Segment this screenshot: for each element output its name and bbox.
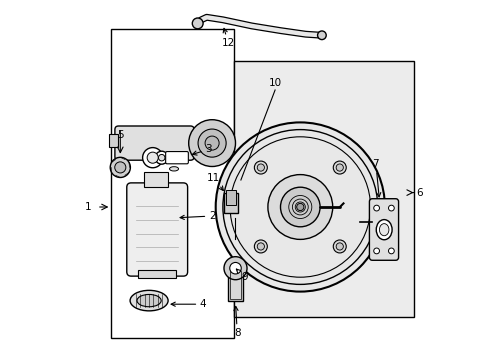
Circle shape xyxy=(192,18,203,29)
Circle shape xyxy=(335,164,343,171)
FancyBboxPatch shape xyxy=(115,126,194,160)
Ellipse shape xyxy=(375,220,391,240)
Text: 11: 11 xyxy=(207,173,223,190)
Text: 9: 9 xyxy=(236,269,247,282)
Text: 8: 8 xyxy=(233,306,240,338)
Ellipse shape xyxy=(137,294,161,307)
Text: 5: 5 xyxy=(117,130,123,140)
Circle shape xyxy=(373,248,379,254)
Circle shape xyxy=(296,203,303,211)
Circle shape xyxy=(158,154,164,161)
Circle shape xyxy=(142,148,163,168)
Text: 6: 6 xyxy=(415,188,422,198)
Text: 4: 4 xyxy=(171,299,206,309)
Ellipse shape xyxy=(379,224,388,236)
Circle shape xyxy=(387,205,393,211)
Circle shape xyxy=(147,152,158,163)
Circle shape xyxy=(155,151,168,164)
FancyBboxPatch shape xyxy=(165,152,188,164)
FancyBboxPatch shape xyxy=(368,199,398,260)
Circle shape xyxy=(254,161,267,174)
Text: 12: 12 xyxy=(221,28,234,48)
Circle shape xyxy=(373,205,379,211)
Text: 1: 1 xyxy=(84,202,91,212)
Bar xyxy=(224,193,237,213)
Ellipse shape xyxy=(169,167,178,171)
Circle shape xyxy=(333,161,346,174)
Circle shape xyxy=(335,243,343,250)
Bar xyxy=(225,190,235,205)
Circle shape xyxy=(257,164,264,171)
Bar xyxy=(229,271,241,299)
Circle shape xyxy=(115,162,125,173)
Circle shape xyxy=(224,257,246,280)
Text: 7: 7 xyxy=(372,159,380,197)
Bar xyxy=(111,29,233,338)
Bar xyxy=(144,172,167,187)
Circle shape xyxy=(188,120,235,166)
Circle shape xyxy=(333,240,346,253)
Text: 2: 2 xyxy=(180,211,215,221)
Ellipse shape xyxy=(130,290,168,311)
Circle shape xyxy=(254,240,267,253)
Circle shape xyxy=(267,175,332,239)
Bar xyxy=(109,134,118,147)
FancyBboxPatch shape xyxy=(126,183,187,276)
Circle shape xyxy=(257,243,264,250)
Text: 10: 10 xyxy=(268,78,281,88)
Bar xyxy=(228,270,242,301)
Circle shape xyxy=(229,262,241,274)
Circle shape xyxy=(198,129,225,157)
Circle shape xyxy=(204,136,219,150)
Circle shape xyxy=(317,31,325,40)
Bar xyxy=(138,270,176,278)
Circle shape xyxy=(110,157,130,177)
Text: 3: 3 xyxy=(192,144,211,155)
Bar xyxy=(233,61,413,317)
Circle shape xyxy=(280,187,320,227)
Circle shape xyxy=(215,122,384,292)
Circle shape xyxy=(387,248,393,254)
